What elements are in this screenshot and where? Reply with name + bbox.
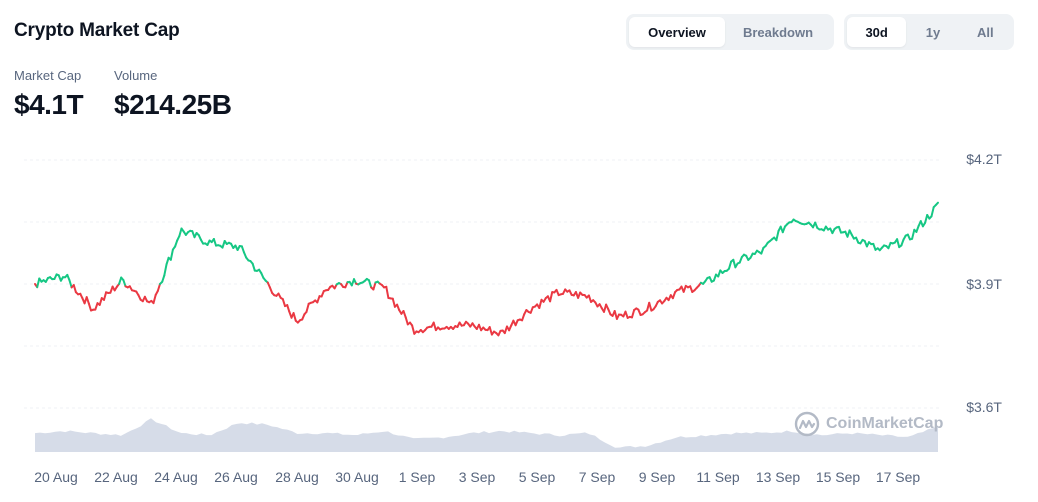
- tab-breakdown[interactable]: Breakdown: [742, 24, 814, 40]
- volume-stat: Volume $214.25B: [114, 68, 232, 121]
- x-tick-label: 24 Aug: [154, 469, 198, 485]
- y-tick-3-6t: $3.6T: [966, 399, 1002, 415]
- coinmarketcap-watermark: CoinMarketCap: [794, 411, 943, 437]
- tab-all[interactable]: All: [977, 24, 994, 40]
- x-tick-label: 11 Sep: [696, 469, 740, 485]
- x-tick-label: 3 Sep: [458, 469, 496, 485]
- x-tick-label: 13 Sep: [755, 469, 801, 485]
- view-toggle: Overview Breakdown: [626, 14, 834, 50]
- price-line: [34, 201, 939, 337]
- chart-gridlines: [24, 159, 940, 409]
- volume-value: $214.25B: [114, 89, 232, 120]
- y-tick-3-9t: $3.9T: [966, 276, 1002, 292]
- volume-label: Volume: [114, 68, 158, 83]
- tab-30d[interactable]: 30d: [847, 17, 907, 47]
- range-toggle: 30d 1y All: [844, 14, 1014, 50]
- market-cap-label: Market Cap: [14, 68, 82, 83]
- x-tick-label: 15 Sep: [815, 469, 861, 485]
- x-tick-label: 9 Sep: [638, 469, 676, 485]
- y-tick-4-2t: $4.2T: [966, 151, 1002, 167]
- x-tick-label: 22 Aug: [94, 469, 138, 485]
- market-cap-stat: Market Cap $4.1T: [14, 68, 84, 121]
- tab-overview[interactable]: Overview: [629, 17, 725, 47]
- market-cap-value: $4.1T: [14, 89, 84, 120]
- x-tick-label: 20 Aug: [34, 469, 78, 485]
- x-tick-label: 30 Aug: [335, 469, 379, 485]
- coinmarketcap-logo-icon: [794, 411, 820, 437]
- page-title: Crypto Market Cap: [14, 20, 180, 41]
- x-tick-label: 1 Sep: [398, 469, 436, 485]
- x-tick-label: 5 Sep: [518, 469, 556, 485]
- x-tick-label: 7 Sep: [578, 469, 616, 485]
- x-tick-label: 28 Aug: [275, 469, 319, 485]
- x-tick-label: 26 Aug: [214, 469, 258, 485]
- volume-bars: [35, 418, 938, 452]
- x-tick-label: 17 Sep: [875, 469, 921, 485]
- watermark-text: CoinMarketCap: [826, 415, 944, 432]
- tab-1y[interactable]: 1y: [925, 24, 941, 40]
